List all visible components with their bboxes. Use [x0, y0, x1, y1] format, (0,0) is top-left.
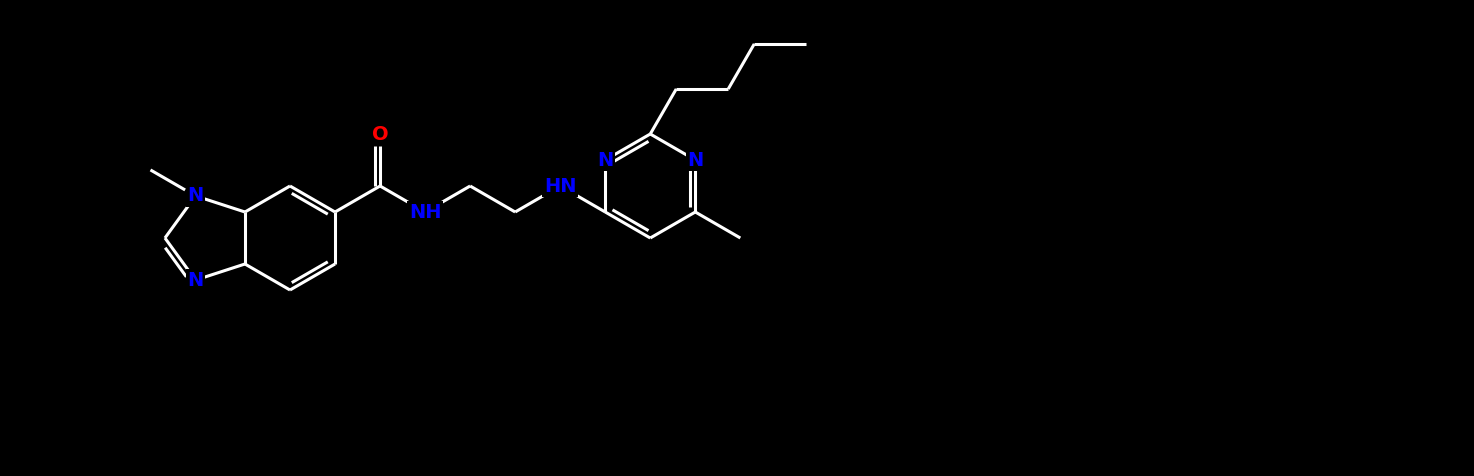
Text: NH: NH	[408, 202, 441, 221]
Text: N: N	[687, 150, 703, 169]
Text: N: N	[187, 270, 203, 289]
Text: N: N	[187, 187, 203, 206]
Text: HN: HN	[544, 177, 576, 196]
Text: N: N	[597, 150, 613, 169]
Text: O: O	[371, 125, 388, 143]
